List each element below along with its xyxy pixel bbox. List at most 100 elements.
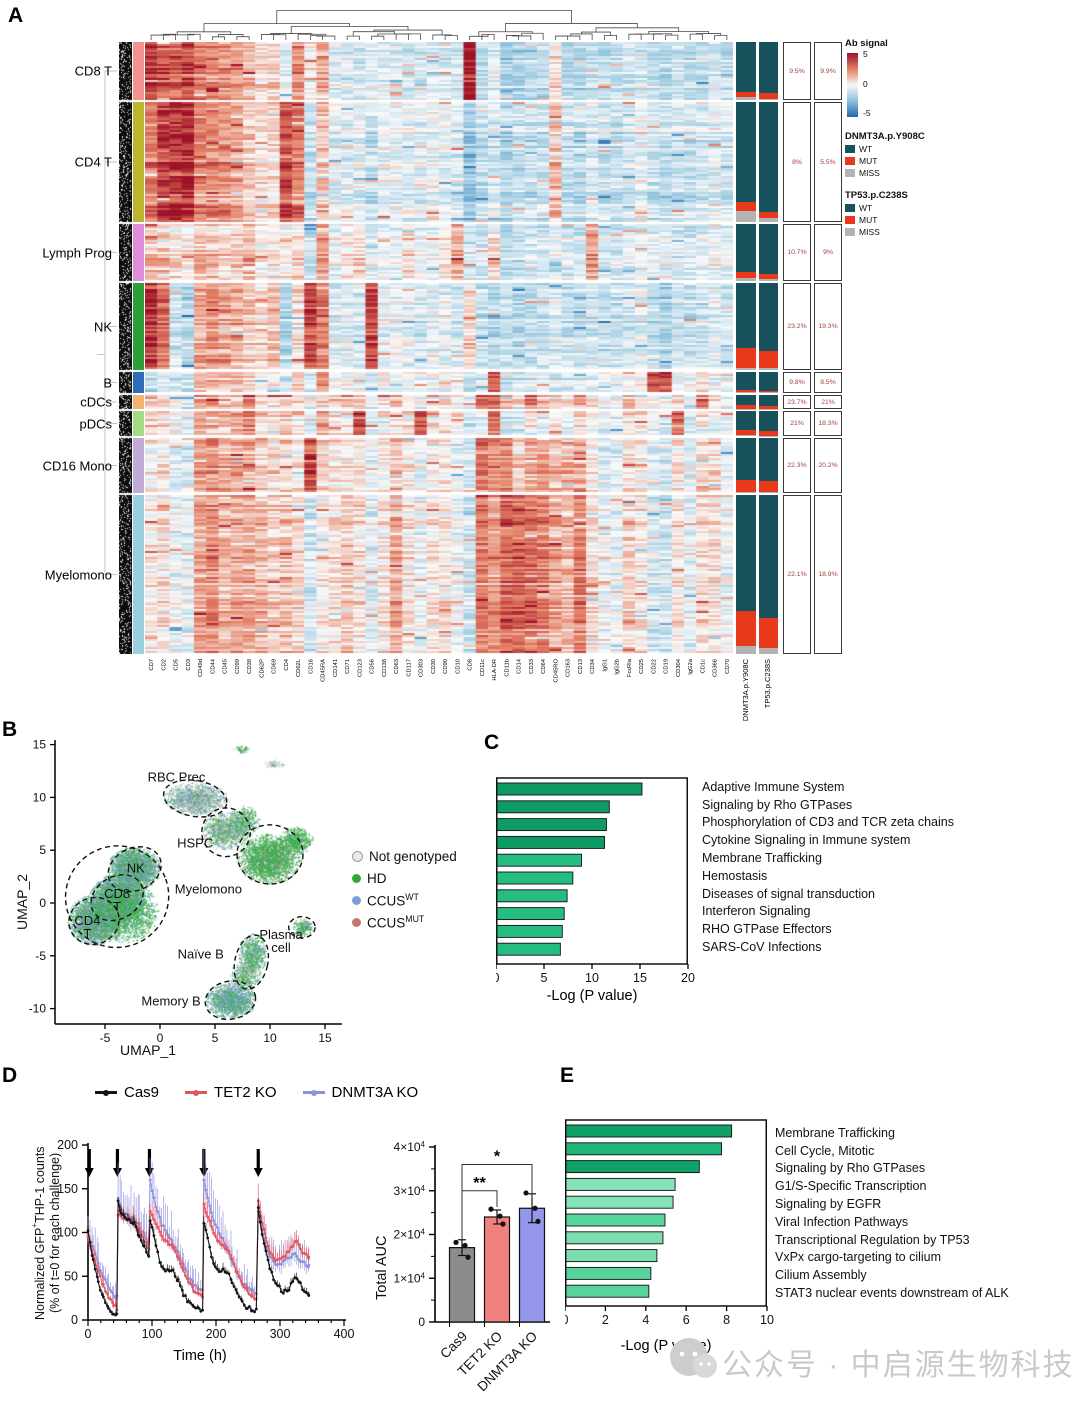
xtick-label: 200: [206, 1327, 227, 1341]
auc-dot: [535, 1218, 541, 1224]
marker: [118, 1209, 122, 1213]
marker: [116, 1199, 120, 1203]
bar-9: [496, 942, 561, 956]
row-name-strip: [119, 42, 132, 654]
marker: [208, 1245, 212, 1249]
auc-dot: [497, 1213, 503, 1219]
bar-0: [496, 782, 643, 796]
geno-col-label-0: DNMT3A.p.Y908C: [741, 658, 750, 721]
pct-box-3-1: 19.3%: [814, 283, 842, 370]
dendro-branch: [346, 35, 360, 40]
miss-frac: [736, 278, 756, 281]
mut-frac: [759, 211, 778, 219]
marker: [152, 1218, 156, 1221]
d-legend-marker: [95, 1089, 117, 1096]
bar-6: [496, 889, 568, 903]
umap-cluster-label-CD4-T: CD4 T: [74, 914, 100, 940]
marker: [98, 1288, 102, 1292]
marker: [176, 1278, 180, 1281]
marker: [212, 1262, 215, 1265]
marker: [107, 1286, 110, 1290]
marker: [112, 1294, 115, 1298]
marker: [266, 1258, 270, 1262]
pct-box-4-1: 8.5%: [814, 372, 842, 393]
marker: [180, 1288, 184, 1292]
umap-ytick-label: 5: [39, 843, 46, 857]
marker: [109, 1289, 112, 1292]
dendro-branch: [373, 29, 443, 35]
label-line: Plasma: [259, 927, 303, 943]
xtick-label: 10: [760, 1313, 774, 1327]
marker: [304, 1252, 308, 1256]
wt-frac: [736, 224, 756, 273]
bar-2: [496, 818, 607, 832]
col-label-CD123: CD123: [357, 659, 363, 677]
marker: [219, 1270, 223, 1273]
marker: [181, 1268, 185, 1272]
marker: [232, 1262, 236, 1266]
wt-label2: WT: [859, 203, 873, 213]
marker: [245, 1289, 249, 1292]
col-label-CD303: CD303: [419, 659, 425, 677]
pathway-labels-c: Adaptive Immune System Signaling by Rho G…: [702, 778, 954, 956]
marker: [95, 1275, 99, 1279]
marker: [295, 1239, 299, 1243]
dendro-branch: [648, 31, 709, 35]
ytick-label: 0: [71, 1313, 78, 1327]
umap-xtick-label: 5: [212, 1031, 219, 1045]
col-label-CD11c: CD11c: [480, 659, 486, 676]
marker: [216, 1226, 219, 1229]
pct-box-7-1: 20.2%: [814, 438, 842, 493]
umap-xtick-label: 0: [157, 1031, 164, 1045]
xtick-label: 400: [334, 1327, 355, 1341]
d-legend-label: DNMT3A KO: [331, 1084, 419, 1101]
wt-label: WT: [859, 144, 873, 154]
marker: [206, 1196, 210, 1200]
marker: [100, 1293, 104, 1297]
umap-cluster-label-NK: NK: [127, 862, 145, 875]
xtick-label: 100: [142, 1327, 163, 1341]
ytick-label: 4×104: [394, 1140, 426, 1155]
ytick-label: 0: [418, 1315, 425, 1329]
marker: [152, 1234, 156, 1238]
bar-0: [565, 1124, 733, 1138]
pathway-label-3: Cytokine Signaling in Immune system: [702, 833, 911, 848]
auc-bar-2: [518, 1207, 546, 1323]
dnmt3a-legend-title: DNMT3A.p.Y908C: [845, 131, 925, 142]
genotype-bar-2-0: [736, 224, 756, 281]
marker: [210, 1211, 213, 1215]
marker: [166, 1240, 169, 1243]
xtick-label: 15: [633, 971, 647, 985]
mut-frac: [759, 405, 778, 409]
d-legend-dot: [193, 1089, 200, 1096]
ab-signal-colorbar: [847, 53, 858, 117]
marker: [217, 1240, 221, 1243]
marker: [178, 1284, 182, 1288]
genotype-bar-0-1: [759, 42, 778, 100]
marker: [256, 1206, 260, 1210]
marker: [100, 1271, 104, 1275]
marker: [287, 1250, 291, 1254]
marker: [210, 1225, 213, 1229]
marker: [101, 1295, 105, 1299]
marker: [197, 1306, 201, 1310]
miss-frac: [759, 279, 778, 281]
bar-8: [496, 924, 563, 938]
marker: [154, 1222, 158, 1226]
label-line: CD8: [104, 885, 131, 901]
marker: [106, 1283, 109, 1286]
mut-frac: [736, 405, 756, 409]
panel-d-letter: D: [2, 1064, 18, 1087]
marker: [150, 1213, 154, 1217]
miss-frac: [736, 97, 756, 100]
dendro-branch: [570, 33, 593, 40]
miss-frac: [736, 368, 756, 370]
colorbar-mid: 0: [863, 79, 868, 89]
legend-item-miss2: MISS: [845, 227, 965, 237]
auc-dot: [462, 1242, 468, 1249]
marker: [281, 1291, 285, 1295]
legend-text: CCUSMUT: [367, 913, 425, 931]
col-label-IgG2a: IgG2a: [688, 658, 694, 675]
marker: [107, 1296, 110, 1300]
umap-cluster-label-Plasma-cell: Plasma cell: [259, 928, 302, 954]
